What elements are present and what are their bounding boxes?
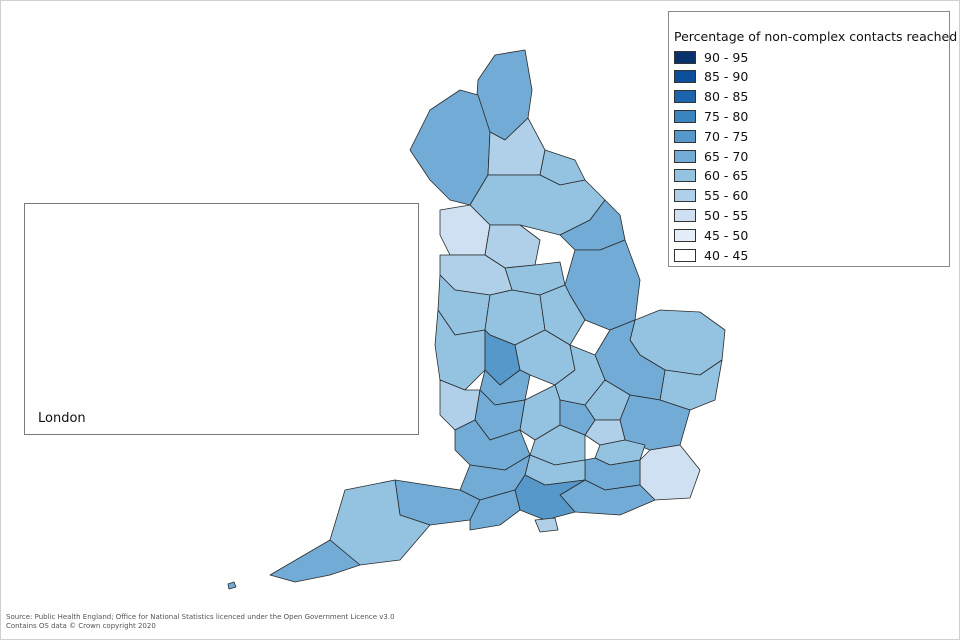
map-legend: Percentage of non-complex contacts reach… [668, 11, 957, 267]
legend-swatch [674, 70, 696, 84]
legend-swatch [674, 228, 696, 242]
region-kent [639, 444, 701, 501]
legend-item: 75 - 80 [674, 108, 748, 124]
legend-label: 65 - 70 [704, 148, 749, 164]
legend-item: 40 - 45 [674, 247, 748, 263]
legend-label: 50 - 55 [704, 207, 749, 223]
legend-label: 70 - 75 [704, 128, 749, 144]
legend-swatch [674, 149, 696, 163]
source-note: Source: Public Health England; Office fo… [6, 613, 395, 631]
source-line-2: Contains OS data © Crown copyright 2020 [6, 622, 156, 630]
legend-item: 50 - 55 [674, 207, 748, 223]
legend-label: 75 - 80 [704, 108, 749, 124]
region-cumbria [409, 89, 491, 206]
legend-item: 85 - 90 [674, 69, 748, 85]
inset-label: London [38, 411, 86, 426]
legend-swatch [674, 208, 696, 222]
legend-item: 80 - 85 [674, 89, 748, 105]
region-buckinghamshire [559, 399, 596, 436]
legend-swatch [674, 129, 696, 143]
legend-item: 60 - 65 [674, 168, 748, 184]
legend-label: 85 - 90 [704, 69, 749, 85]
legend-swatch [674, 109, 696, 123]
legend-item: 65 - 70 [674, 148, 748, 164]
legend-label: 55 - 60 [704, 188, 749, 204]
legend-swatch [674, 50, 696, 64]
legend-item: 70 - 75 [674, 128, 748, 144]
legend-swatch [674, 189, 696, 203]
region-scilly [227, 581, 237, 590]
london-inset-frame: London [24, 203, 419, 435]
legend-label: 80 - 85 [704, 89, 749, 105]
legend-title: Percentage of non-complex contacts reach… [674, 29, 958, 44]
legend-label: 60 - 65 [704, 168, 749, 184]
source-line-1: Source: Public Health England; Office fo… [6, 613, 395, 621]
legend-label: 90 - 95 [704, 49, 749, 65]
legend-item: 55 - 60 [674, 188, 748, 204]
legend-label: 40 - 45 [704, 247, 749, 263]
legend-label: 45 - 50 [704, 227, 749, 243]
region-isle-of-wight [534, 517, 559, 533]
legend-swatch [674, 169, 696, 183]
region-dorset [469, 489, 521, 531]
legend-item: 90 - 95 [674, 49, 748, 65]
region-shropshire [434, 309, 486, 391]
legend-swatch [674, 90, 696, 104]
legend-swatch [674, 248, 696, 262]
legend-item: 45 - 50 [674, 227, 748, 243]
region-cornwall [269, 539, 361, 583]
